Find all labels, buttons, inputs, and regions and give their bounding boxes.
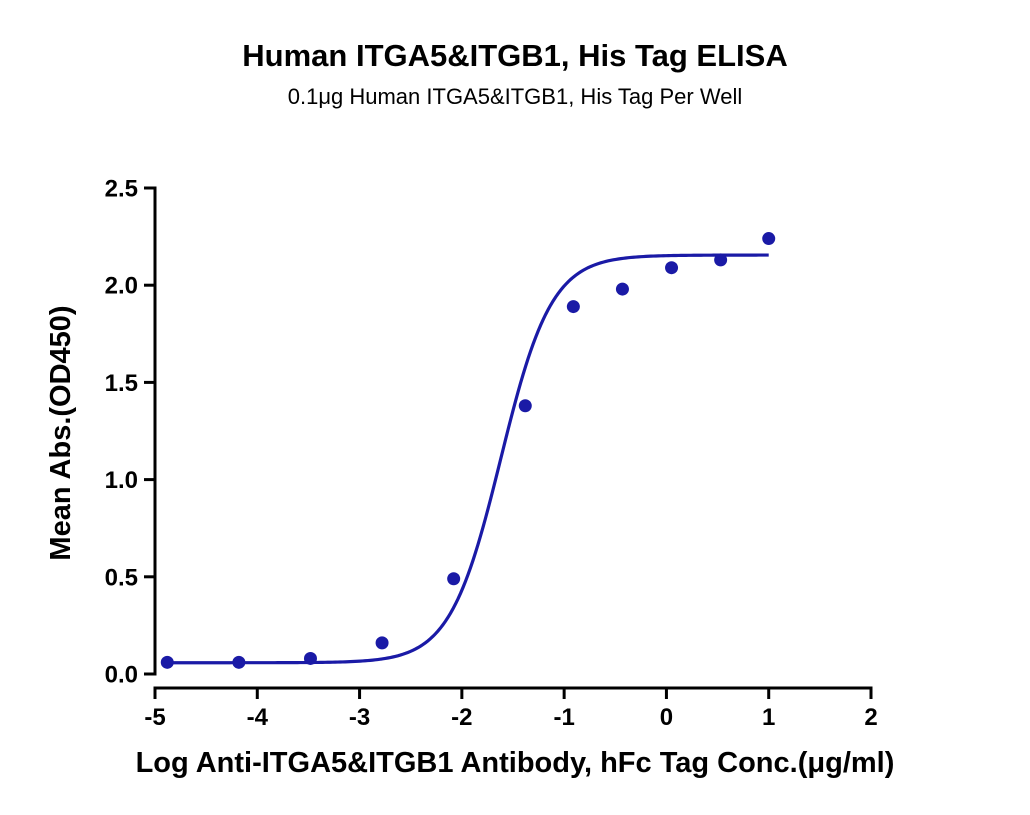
- data-points: [160, 232, 776, 669]
- x-tick-label: 0: [660, 704, 673, 731]
- data-point: [615, 282, 629, 296]
- x-tick-label: 2: [864, 704, 877, 731]
- chart-title: Human ITGA5&ITGB1, His Tag ELISA: [242, 38, 787, 73]
- x-axis-title: Log Anti-ITGA5&ITGB1 Antibody, hFc Tag C…: [136, 747, 895, 779]
- data-point: [160, 655, 174, 669]
- y-tick-label: 0.5: [105, 564, 138, 591]
- data-point: [375, 636, 389, 650]
- data-point: [447, 572, 461, 586]
- data-point: [303, 651, 317, 665]
- data-point: [232, 655, 246, 669]
- x-axis: -5 -4 -3 -2 -1 0 1 2: [144, 686, 878, 731]
- data-point: [665, 261, 679, 275]
- fit-curve: [167, 253, 769, 665]
- y-tick-label: 2.0: [105, 273, 138, 300]
- data-point: [566, 300, 580, 314]
- y-tick-label: 1.0: [105, 467, 138, 494]
- y-tick-label: 1.5: [105, 370, 138, 397]
- y-axis: 0.0 0.5 1.0 1.5 2.0 2.5: [105, 176, 157, 689]
- x-tick-label: 1: [762, 704, 775, 731]
- data-point: [518, 399, 532, 413]
- data-point: [762, 232, 776, 246]
- fit-curve-layer: [167, 253, 769, 665]
- data-point: [714, 253, 728, 267]
- y-tick-label: 2.5: [105, 176, 138, 203]
- x-tick-label: -4: [247, 704, 269, 731]
- x-tick-label: -5: [144, 704, 165, 731]
- x-tick-label: -1: [553, 704, 574, 731]
- y-axis-title: Mean Abs.(OD450): [45, 305, 77, 560]
- chart-subtitle: 0.1μg Human ITGA5&ITGB1, His Tag Per Wel…: [288, 84, 742, 109]
- y-tick-label: 0.0: [105, 662, 138, 689]
- x-tick-label: -3: [349, 704, 370, 731]
- x-tick-label: -2: [451, 704, 472, 731]
